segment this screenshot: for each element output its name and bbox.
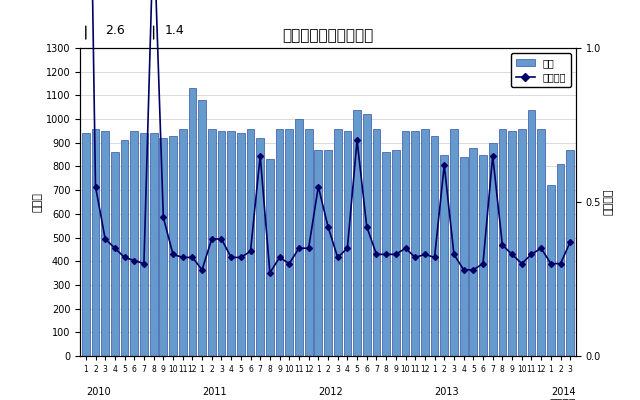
Bar	[266, 159, 274, 356]
Legend: 件数, 負債総額: 件数, 負債総額	[511, 53, 571, 88]
Bar	[363, 114, 371, 356]
Bar	[111, 152, 119, 356]
Bar	[131, 131, 138, 356]
Text: （年月）: （年月）	[550, 399, 576, 400]
Bar	[412, 131, 419, 356]
Bar	[431, 136, 438, 356]
Bar	[218, 131, 225, 356]
Bar	[189, 88, 196, 356]
Text: 2013: 2013	[435, 387, 459, 397]
Bar	[285, 128, 293, 356]
Title: 件数・負債総額の推移: 件数・負債総額の推移	[282, 28, 374, 43]
Bar	[237, 133, 244, 356]
Bar	[92, 128, 99, 356]
Bar	[557, 164, 564, 356]
Bar	[101, 131, 109, 356]
Bar	[372, 128, 380, 356]
Text: 1.4: 1.4	[164, 24, 184, 37]
Text: 2011: 2011	[202, 387, 227, 397]
Bar	[537, 128, 545, 356]
Bar	[314, 150, 322, 356]
Bar	[256, 138, 264, 356]
Y-axis label: （件）: （件）	[33, 192, 43, 212]
Bar	[460, 157, 467, 356]
Bar	[305, 128, 312, 356]
Bar	[198, 100, 206, 356]
Bar	[150, 133, 157, 356]
Bar	[489, 143, 497, 356]
Bar	[227, 131, 235, 356]
Bar	[276, 128, 284, 356]
Bar	[518, 128, 525, 356]
Text: 2010: 2010	[86, 387, 111, 397]
Bar	[450, 128, 458, 356]
Bar	[295, 119, 303, 356]
Bar	[499, 128, 506, 356]
Text: 2014: 2014	[551, 387, 575, 397]
Bar	[469, 148, 477, 356]
Bar	[121, 140, 129, 356]
Bar	[344, 131, 351, 356]
Bar	[324, 150, 332, 356]
Bar	[169, 136, 177, 356]
Text: 2.6: 2.6	[105, 24, 125, 37]
Bar	[421, 128, 429, 356]
Bar	[159, 138, 167, 356]
Bar	[440, 155, 448, 356]
Bar	[527, 110, 535, 356]
Bar	[392, 150, 400, 356]
Bar	[140, 133, 148, 356]
Text: 2012: 2012	[318, 387, 343, 397]
Bar	[208, 128, 216, 356]
Bar	[402, 131, 410, 356]
Bar	[479, 155, 487, 356]
Y-axis label: （兆円）: （兆円）	[604, 189, 614, 215]
Bar	[246, 128, 254, 356]
Bar	[547, 186, 555, 356]
Bar	[334, 128, 342, 356]
Bar	[382, 152, 390, 356]
Bar	[82, 133, 90, 356]
Bar	[179, 128, 187, 356]
Bar	[353, 110, 361, 356]
Bar	[508, 131, 516, 356]
Bar	[566, 150, 574, 356]
